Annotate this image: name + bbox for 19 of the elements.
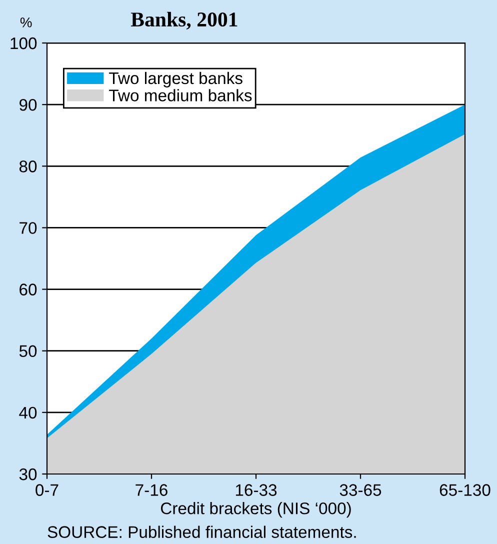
legend-label: Two medium banks xyxy=(109,89,252,102)
y-axis-title: % xyxy=(20,18,32,28)
legend-label: Two largest banks xyxy=(109,72,242,88)
y-tick-label: 100 xyxy=(10,37,37,50)
y-tick-label: 40 xyxy=(19,406,37,419)
y-tick-label: 30 xyxy=(19,468,37,480)
x-tick-label: 0-7 xyxy=(36,484,58,496)
x-tick-label: 7-16 xyxy=(136,484,168,496)
x-tick-label: 33-65 xyxy=(340,484,382,496)
x-axis-title: Credit brackets (NIS ‘000) xyxy=(160,502,351,518)
source-note: SOURCE: Published financial statements. xyxy=(48,526,356,538)
y-tick-label: 50 xyxy=(19,345,37,358)
y-tick-label: 80 xyxy=(19,160,37,172)
y-tick-label: 70 xyxy=(20,222,37,234)
y-tick-label: 60 xyxy=(20,284,37,296)
y-tick-label: 90 xyxy=(20,98,37,111)
x-tick-label: 16-33 xyxy=(236,484,277,496)
x-tick-label: 65-130 xyxy=(440,484,490,496)
chart-title: Banks, 2001 xyxy=(130,12,238,30)
